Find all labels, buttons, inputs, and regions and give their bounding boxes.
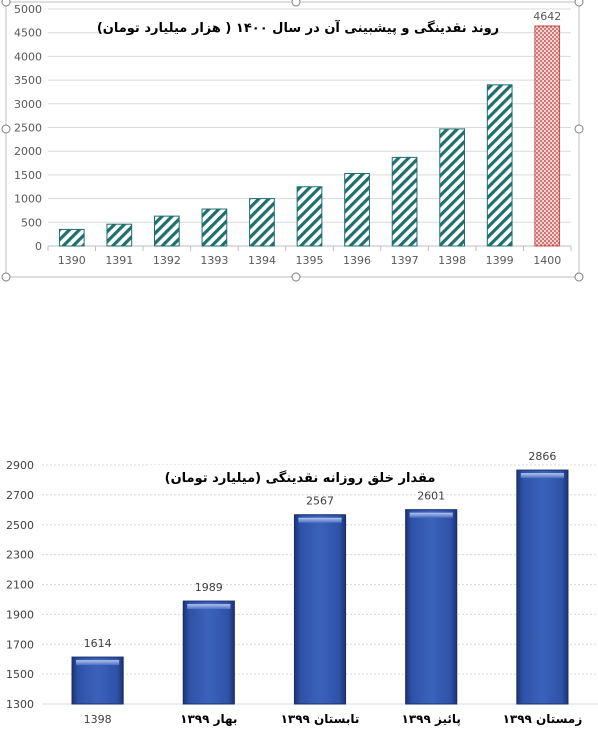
selection-handles[interactable] bbox=[1, 0, 584, 282]
data-label: 1614 bbox=[84, 637, 112, 650]
x-tick-label: 1390 bbox=[58, 254, 86, 267]
data-label: 4642 bbox=[533, 10, 561, 23]
resize-handle-bottom-right[interactable] bbox=[574, 272, 584, 282]
chart1-title: روند نقدینگی و پیشبینی آن در سال ۱۴۰۰ ( … bbox=[97, 19, 499, 36]
x-tick-label: 1395 bbox=[296, 254, 324, 267]
data-label: 2866 bbox=[528, 452, 556, 463]
resize-handle-mid-right[interactable] bbox=[574, 124, 584, 134]
daily-liquidity-chart: 1300 1500 1700 1900 2100 2300 2500 2700 2900 139… bbox=[6, 452, 598, 726]
x-tick-label: پائیز ۱۳۹۹ bbox=[402, 712, 461, 726]
resize-handle-top-left[interactable] bbox=[1, 0, 11, 7]
bar-1396 bbox=[344, 172, 370, 247]
x-tick-label: 1398 bbox=[438, 254, 466, 267]
chart1-frame bbox=[5, 1, 580, 278]
bar-bevel bbox=[409, 512, 453, 518]
y-tick-label: 1700 bbox=[6, 638, 34, 651]
y-tick-label: 2900 bbox=[6, 459, 34, 472]
bar-1394 bbox=[249, 198, 275, 247]
y-tick-label: 1300 bbox=[6, 698, 34, 711]
chart2-title: مقدار خلق روزانه نقدینگی (میلیارد تومان) bbox=[165, 470, 436, 486]
y-tick-label: 500 bbox=[21, 216, 42, 229]
y-tick-label: 5000 bbox=[14, 3, 42, 16]
bar-bevel bbox=[298, 517, 342, 523]
data-label: 2567 bbox=[306, 495, 334, 508]
y-tick-label: 1000 bbox=[14, 193, 42, 206]
x-tick-label: 1396 bbox=[343, 254, 371, 267]
y-tick-label: 2000 bbox=[14, 145, 42, 158]
y-tick-label: 2100 bbox=[6, 579, 34, 592]
bar-2 bbox=[293, 514, 347, 705]
x-tick-label: 1393 bbox=[200, 254, 228, 267]
bar-3 bbox=[405, 509, 458, 705]
x-tick-label: 1392 bbox=[153, 254, 181, 267]
bar-1399 bbox=[486, 84, 513, 247]
resize-handle-top-right[interactable] bbox=[574, 0, 584, 7]
x-tick-label: تابستان ۱۳۹۹ bbox=[281, 712, 360, 726]
bar-1392 bbox=[154, 215, 180, 247]
bar-4 bbox=[516, 469, 569, 705]
x-tick-label: زمستان ۱۳۹۹ bbox=[503, 712, 583, 726]
bar-body bbox=[293, 514, 347, 705]
resize-handle-top-mid[interactable] bbox=[291, 0, 301, 7]
chart1-title-box bbox=[112, 12, 482, 40]
bar-body bbox=[182, 600, 235, 705]
y-tick-label: 3000 bbox=[14, 98, 42, 111]
resize-handle-bottom-left[interactable] bbox=[1, 272, 11, 282]
bar-bevel bbox=[187, 604, 231, 610]
bar-body bbox=[516, 469, 569, 705]
y-tick-label: 2300 bbox=[6, 549, 34, 562]
bar-bevel bbox=[76, 660, 120, 666]
x-tick-label: 1400 bbox=[533, 254, 561, 267]
bar-1397 bbox=[391, 156, 418, 247]
bar-1 bbox=[182, 600, 235, 705]
y-tick-label: 4500 bbox=[14, 27, 42, 40]
liquidity-trend-chart: 0 500 1000 1500 2000 2500 3000 3500 4000 4500 5000… bbox=[1, 0, 584, 282]
y-tick-label: 1500 bbox=[14, 169, 42, 182]
x-tick-label: 1399 bbox=[486, 254, 514, 267]
bar-0 bbox=[71, 656, 124, 705]
chart2-title-box bbox=[150, 465, 450, 489]
x-tick-label: 1391 bbox=[105, 254, 133, 267]
y-tick-label: 2700 bbox=[6, 489, 34, 502]
x-tick-label: 1398 bbox=[84, 713, 112, 726]
bar-1390 bbox=[58, 228, 85, 247]
y-tick-label: 3500 bbox=[14, 74, 42, 87]
data-label: 2601 bbox=[417, 490, 445, 503]
x-tick-label: بهار ۱۳۹۹ bbox=[180, 712, 237, 726]
y-tick-label: 1900 bbox=[6, 608, 34, 621]
bar-1395 bbox=[296, 186, 323, 247]
y-tick-label: 2500 bbox=[6, 519, 34, 532]
bar-1391 bbox=[106, 223, 133, 247]
bar-1400 bbox=[534, 25, 561, 247]
y-tick-label: 4000 bbox=[14, 50, 42, 63]
y-tick-label: 0 bbox=[35, 240, 42, 253]
resize-handle-mid-left[interactable] bbox=[1, 124, 11, 134]
x-tick-label: 1397 bbox=[391, 254, 419, 267]
bar-1398 bbox=[439, 128, 465, 247]
y-tick-label: 1500 bbox=[6, 668, 34, 681]
bar-1393 bbox=[201, 208, 228, 247]
x-tick-label: 1394 bbox=[248, 254, 276, 267]
bar-bevel bbox=[520, 473, 564, 479]
y-tick-label: 2500 bbox=[14, 122, 42, 135]
resize-handle-bottom-mid[interactable] bbox=[291, 272, 301, 282]
data-label: 1989 bbox=[195, 581, 223, 594]
bar-body bbox=[405, 509, 458, 705]
